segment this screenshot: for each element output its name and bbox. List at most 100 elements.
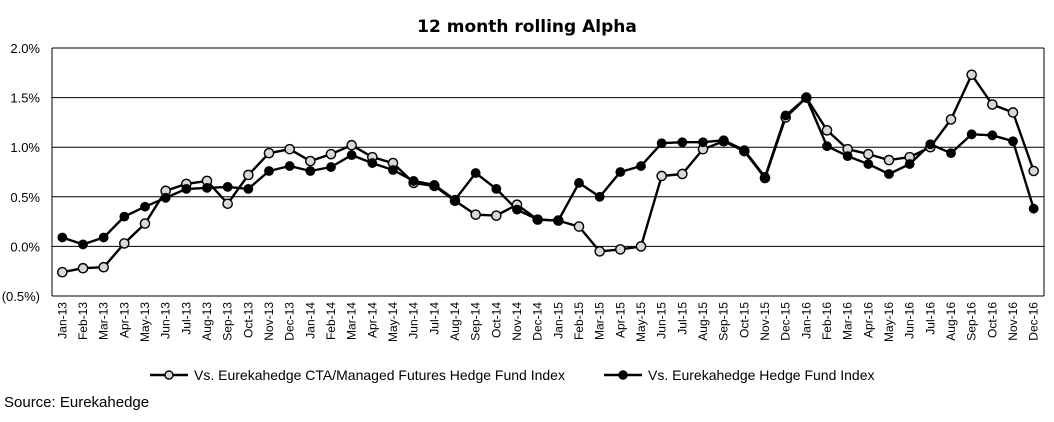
data-point-series-2 — [843, 152, 851, 160]
data-point-series-2 — [699, 138, 707, 146]
data-point-series-2 — [285, 162, 293, 170]
data-point-series-2 — [595, 193, 603, 201]
x-tick-label: Dec-14 — [531, 302, 545, 341]
data-point-series-1 — [678, 169, 687, 178]
y-tick-label: 1.5% — [10, 91, 40, 106]
x-tick-label: Feb-16 — [820, 302, 834, 340]
data-point-series-2 — [967, 130, 975, 138]
data-point-series-2 — [926, 140, 934, 148]
x-tick-label: Jan-15 — [551, 302, 565, 339]
data-point-series-2 — [905, 160, 913, 168]
data-point-series-1 — [1029, 166, 1038, 175]
x-tick-label: Mar-14 — [345, 302, 359, 340]
data-point-series-1 — [140, 219, 149, 228]
data-point-series-1 — [492, 211, 501, 220]
data-point-series-2 — [554, 216, 562, 224]
data-point-series-2 — [947, 149, 955, 157]
x-tick-label: Jun-16 — [903, 302, 917, 339]
data-point-series-2 — [678, 138, 686, 146]
data-point-series-2 — [161, 194, 169, 202]
x-tick-label: Oct-13 — [241, 302, 255, 338]
x-tick-label: Nov-14 — [510, 302, 524, 341]
data-point-series-1 — [884, 155, 893, 164]
x-tick-label: Nov-13 — [262, 302, 276, 341]
x-tick-label: Feb-14 — [324, 302, 338, 340]
y-tick-label: 0.5% — [10, 190, 40, 205]
data-point-series-1 — [595, 247, 604, 256]
x-tick-label: Oct-15 — [737, 302, 751, 338]
x-tick-label: May-16 — [882, 302, 896, 342]
x-axis-tick-labels: Jan-13 Feb-13 Mar-13 Apr-13 May-13 Jun-13 Jul-… — [55, 302, 1040, 342]
x-tick-label: Dec-13 — [283, 302, 297, 341]
x-tick-label: Apr-14 — [365, 302, 379, 338]
data-point-series-2 — [616, 168, 624, 176]
x-tick-label: Sep-14 — [469, 302, 483, 341]
data-point-series-2 — [719, 136, 727, 144]
x-tick-label: Oct-14 — [489, 302, 503, 338]
data-point-series-2 — [120, 212, 128, 220]
data-point-series-2 — [141, 203, 149, 211]
x-tick-label: Feb-13 — [76, 302, 90, 340]
x-tick-label: May-15 — [634, 302, 648, 342]
x-tick-label: Mar-15 — [593, 302, 607, 340]
x-tick-label: Apr-15 — [613, 302, 627, 338]
x-tick-label: Jun-14 — [407, 302, 421, 339]
x-tick-label: May-13 — [138, 302, 152, 342]
data-point-series-1 — [967, 70, 976, 79]
data-point-series-2 — [203, 184, 211, 192]
x-tick-label: Aug-15 — [696, 302, 710, 341]
data-point-series-2 — [79, 240, 87, 248]
data-point-series-1 — [264, 149, 273, 158]
data-point-series-2 — [451, 196, 459, 204]
data-point-series-2 — [781, 111, 789, 119]
data-point-series-1 — [306, 156, 315, 165]
data-point-series-2 — [1009, 137, 1017, 145]
data-point-series-2 — [802, 93, 810, 101]
data-point-series-2 — [761, 173, 769, 181]
data-point-series-1 — [1008, 108, 1017, 117]
data-point-series-1 — [99, 263, 108, 272]
y-tick-label: 2.0% — [10, 41, 40, 56]
data-point-series-2 — [223, 183, 231, 191]
data-point-series-2 — [389, 166, 397, 174]
data-point-series-1 — [657, 171, 666, 180]
data-point-series-2 — [885, 170, 893, 178]
x-tick-label: Jul-13 — [179, 302, 193, 335]
x-tick-label: Jul-16 — [923, 302, 937, 335]
data-point-series-2 — [327, 163, 335, 171]
data-point-series-2 — [265, 167, 273, 175]
data-point-series-2 — [575, 179, 583, 187]
data-point-series-1 — [244, 170, 253, 179]
x-tick-label: Jun-13 — [159, 302, 173, 339]
chart-title: 12 month rolling Alpha — [417, 17, 637, 37]
x-tick-label: Dec-16 — [1027, 302, 1041, 341]
data-point-series-1 — [326, 150, 335, 159]
data-point-series-2 — [471, 169, 479, 177]
data-point-series-2 — [58, 233, 66, 241]
data-point-series-2 — [99, 233, 107, 241]
legend-label-2: Vs. Eurekahedge Hedge Fund Index — [648, 367, 875, 383]
y-tick-label: (0.5%) — [2, 289, 40, 304]
data-point-series-2 — [1029, 205, 1037, 213]
legend-label-1: Vs. Eurekahedge CTA/Managed Futures Hedg… — [194, 367, 565, 383]
x-tick-label: Sep-13 — [221, 302, 235, 341]
x-tick-label: Sep-15 — [717, 302, 731, 341]
y-tick-label: 0.0% — [10, 239, 40, 254]
data-point-series-1 — [616, 245, 625, 254]
x-tick-label: Apr-13 — [117, 302, 131, 338]
data-point-series-1 — [471, 210, 480, 219]
data-point-series-1 — [285, 145, 294, 154]
source-note: Source: Eurekahedge — [4, 394, 149, 411]
legend-marker-1 — [165, 371, 173, 379]
data-point-series-2 — [823, 142, 831, 150]
x-tick-label: Nov-16 — [1006, 302, 1020, 341]
legend: Vs. Eurekahedge CTA/Managed Futures Hedg… — [150, 367, 875, 383]
x-tick-label: Dec-15 — [779, 302, 793, 341]
data-point-series-2 — [430, 181, 438, 189]
data-point-series-1 — [988, 100, 997, 109]
x-tick-label: Jan-14 — [303, 302, 317, 339]
x-tick-label: Feb-15 — [572, 302, 586, 340]
data-point-series-1 — [822, 126, 831, 135]
data-point-series-1 — [78, 264, 87, 273]
